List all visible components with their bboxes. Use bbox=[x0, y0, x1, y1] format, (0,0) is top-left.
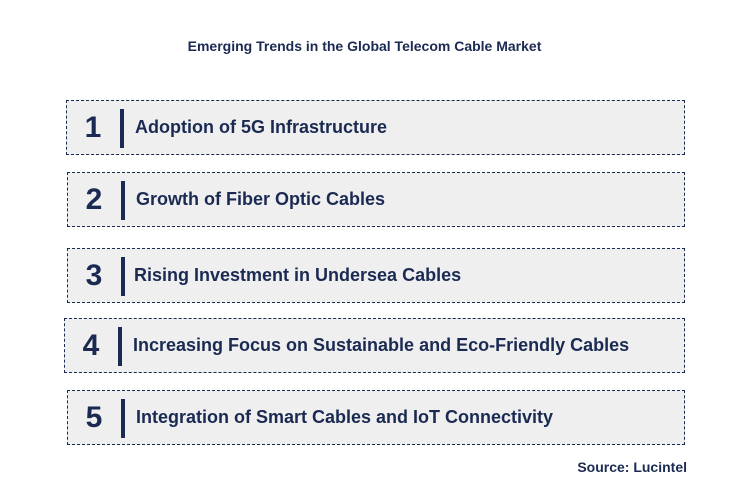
divider-bar bbox=[121, 399, 125, 438]
divider-bar bbox=[121, 181, 125, 220]
trend-number: 3 bbox=[85, 258, 103, 292]
source-caption: Source: Lucintel bbox=[577, 459, 687, 475]
trend-item-1: 1 Adoption of 5G Infrastructure bbox=[66, 100, 685, 155]
divider-bar bbox=[118, 327, 122, 366]
trend-item-3: 3 Rising Investment in Undersea Cables bbox=[67, 248, 685, 303]
trend-item-5: 5 Integration of Smart Cables and IoT Co… bbox=[67, 390, 685, 445]
trend-label: Growth of Fiber Optic Cables bbox=[136, 189, 386, 209]
divider-bar bbox=[120, 109, 124, 148]
trend-label: Rising Investment in Undersea Cables bbox=[134, 265, 462, 285]
trend-number: 2 bbox=[85, 182, 103, 216]
trend-label: Adoption of 5G Infrastructure bbox=[135, 117, 387, 137]
trend-label: Increasing Focus on Sustainable and Eco-… bbox=[133, 335, 630, 355]
divider-bar bbox=[121, 257, 125, 296]
trend-item-4: 4 Increasing Focus on Sustainable and Ec… bbox=[64, 318, 685, 373]
trend-label: Integration of Smart Cables and IoT Conn… bbox=[136, 407, 554, 427]
page-title: Emerging Trends in the Global Telecom Ca… bbox=[187, 38, 542, 54]
trend-number: 1 bbox=[84, 110, 102, 144]
trend-number: 5 bbox=[85, 400, 103, 434]
trend-item-2: 2 Growth of Fiber Optic Cables bbox=[67, 172, 685, 227]
trend-number: 4 bbox=[82, 328, 100, 362]
